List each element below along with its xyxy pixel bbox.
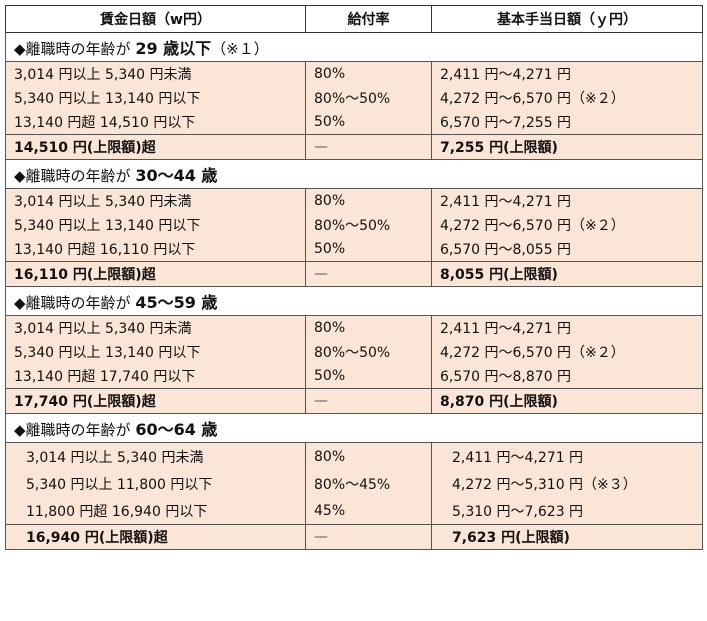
rate-cell: 80% bbox=[305, 442, 432, 470]
rate-cell: 50% bbox=[305, 237, 432, 262]
rate-cap-cell: — bbox=[305, 134, 432, 160]
cap-row: 16,940 円(上限額)超 — 7,623 円(上限額) bbox=[5, 524, 703, 550]
rate-cell: 50% bbox=[305, 110, 432, 135]
group-30-44: ◆離職時の年齢が 30～44 歳 3,014 円以上 5,340 円未満 80%… bbox=[5, 159, 703, 287]
section-heading: ◆離職時の年齢が 45～59 歳 bbox=[5, 286, 703, 316]
table-row: 3,014 円以上 5,340 円未満 80% 2,411 円～4,271 円 bbox=[5, 61, 703, 86]
rate-cell: 50% bbox=[305, 364, 432, 389]
header-rate: 給付率 bbox=[305, 5, 432, 33]
rate-cell: 80%～50% bbox=[305, 213, 432, 237]
table-row: 11,800 円超 16,940 円以下 45% 5,310 円～7,623 円 bbox=[5, 497, 703, 525]
section-age: 30～44 歳 bbox=[135, 166, 218, 185]
rate-cell: 45% bbox=[305, 497, 432, 525]
rate-cell: 80%～50% bbox=[305, 340, 432, 364]
wage-cap-cell: 14,510 円(上限額)超 bbox=[5, 134, 306, 160]
table-row: 13,140 円超 17,740 円以下 50% 6,570 円～8,870 円 bbox=[5, 364, 703, 389]
basic-cap-cell: 8,870 円(上限額) bbox=[431, 388, 703, 414]
basic-cell: 2,411 円～4,271 円 bbox=[431, 315, 703, 340]
wage-cell: 5,340 円以上 11,800 円以下 bbox=[5, 470, 306, 497]
wage-cap-cell: 17,740 円(上限額)超 bbox=[5, 388, 306, 414]
section-age: 29 歳以下 bbox=[135, 39, 212, 58]
wage-cell: 5,340 円以上 13,140 円以下 bbox=[5, 213, 306, 237]
section-heading: ◆離職時の年齢が 29 歳以下（※１） bbox=[5, 32, 703, 62]
header-wage: 賃金日額（w円） bbox=[5, 5, 306, 33]
rate-cell: 80% bbox=[305, 61, 432, 86]
section-prefix: ◆離職時の年齢が bbox=[14, 167, 131, 185]
basic-cap-cell: 7,255 円(上限額) bbox=[431, 134, 703, 160]
basic-cell: 6,570 円～7,255 円 bbox=[431, 110, 703, 135]
wage-cell: 3,014 円以上 5,340 円未満 bbox=[5, 188, 306, 213]
group-45-59: ◆離職時の年齢が 45～59 歳 3,014 円以上 5,340 円未満 80%… bbox=[5, 286, 703, 414]
rate-cell: 80% bbox=[305, 188, 432, 213]
header-basic: 基本手当日額（ｙ円） bbox=[431, 5, 703, 33]
section-prefix: ◆離職時の年齢が bbox=[14, 421, 131, 439]
basic-cell: 6,570 円～8,870 円 bbox=[431, 364, 703, 389]
basic-cell: 4,272 円～6,570 円（※２） bbox=[431, 340, 703, 364]
basic-cell: 2,411 円～4,271 円 bbox=[431, 61, 703, 86]
cap-row: 14,510 円(上限額)超 — 7,255 円(上限額) bbox=[5, 134, 703, 160]
group-60-64: ◆離職時の年齢が 60～64 歳 3,014 円以上 5,340 円未満 80%… bbox=[5, 413, 703, 550]
wage-cell: 5,340 円以上 13,140 円以下 bbox=[5, 86, 306, 110]
group-under-29: ◆離職時の年齢が 29 歳以下（※１） 3,014 円以上 5,340 円未満 … bbox=[5, 32, 703, 160]
section-prefix: ◆離職時の年齢が bbox=[14, 40, 131, 58]
table-row: 3,014 円以上 5,340 円未満 80% 2,411 円～4,271 円 bbox=[5, 315, 703, 340]
wage-cell: 5,340 円以上 13,140 円以下 bbox=[5, 340, 306, 364]
table-row: 5,340 円以上 11,800 円以下 80%～45% 4,272 円～5,3… bbox=[5, 470, 703, 497]
basic-cell: 2,411 円～4,271 円 bbox=[431, 442, 703, 470]
rate-cap-cell: — bbox=[305, 524, 432, 550]
basic-cap-cell: 8,055 円(上限額) bbox=[431, 261, 703, 287]
wage-cell: 13,140 円超 17,740 円以下 bbox=[5, 364, 306, 389]
benefit-table: 賃金日額（w円） 給付率 基本手当日額（ｙ円） ◆離職時の年齢が 29 歳以下（… bbox=[5, 5, 703, 550]
header-row: 賃金日額（w円） 給付率 基本手当日額（ｙ円） bbox=[5, 5, 703, 33]
wage-cell: 3,014 円以上 5,340 円未満 bbox=[5, 61, 306, 86]
rate-cap-cell: — bbox=[305, 388, 432, 414]
cap-row: 16,110 円(上限額)超 — 8,055 円(上限額) bbox=[5, 261, 703, 287]
wage-cell: 3,014 円以上 5,340 円未満 bbox=[5, 442, 306, 470]
basic-cell: 2,411 円～4,271 円 bbox=[431, 188, 703, 213]
table-row: 3,014 円以上 5,340 円未満 80% 2,411 円～4,271 円 bbox=[5, 188, 703, 213]
basic-cell: 4,272 円～5,310 円（※３） bbox=[431, 470, 703, 497]
section-heading: ◆離職時の年齢が 60～64 歳 bbox=[5, 413, 703, 443]
table-row: 5,340 円以上 13,140 円以下 80%～50% 4,272 円～6,5… bbox=[5, 86, 703, 110]
table-row: 13,140 円超 16,110 円以下 50% 6,570 円～8,055 円 bbox=[5, 237, 703, 262]
table-row: 3,014 円以上 5,340 円未満 80% 2,411 円～4,271 円 bbox=[5, 442, 703, 470]
table-row: 5,340 円以上 13,140 円以下 80%～50% 4,272 円～6,5… bbox=[5, 213, 703, 237]
table-row: 13,140 円超 14,510 円以下 50% 6,570 円～7,255 円 bbox=[5, 110, 703, 135]
wage-cell: 13,140 円超 14,510 円以下 bbox=[5, 110, 306, 135]
basic-cell: 5,310 円～7,623 円 bbox=[431, 497, 703, 525]
wage-cap-cell: 16,940 円(上限額)超 bbox=[5, 524, 306, 550]
cap-row: 17,740 円(上限額)超 — 8,870 円(上限額) bbox=[5, 388, 703, 414]
section-heading: ◆離職時の年齢が 30～44 歳 bbox=[5, 159, 703, 189]
basic-cap-cell: 7,623 円(上限額) bbox=[431, 524, 703, 550]
wage-cell: 11,800 円超 16,940 円以下 bbox=[5, 497, 306, 525]
basic-cell: 4,272 円～6,570 円（※２） bbox=[431, 86, 703, 110]
rate-cap-cell: — bbox=[305, 261, 432, 287]
section-note: （※１） bbox=[211, 40, 269, 58]
rate-cell: 80%～50% bbox=[305, 86, 432, 110]
wage-cell: 13,140 円超 16,110 円以下 bbox=[5, 237, 306, 262]
section-prefix: ◆離職時の年齢が bbox=[14, 294, 131, 312]
table-row: 5,340 円以上 13,140 円以下 80%～50% 4,272 円～6,5… bbox=[5, 340, 703, 364]
rate-cell: 80%～45% bbox=[305, 470, 432, 497]
basic-cell: 4,272 円～6,570 円（※２） bbox=[431, 213, 703, 237]
section-age: 60～64 歳 bbox=[135, 420, 218, 439]
rate-cell: 80% bbox=[305, 315, 432, 340]
basic-cell: 6,570 円～8,055 円 bbox=[431, 237, 703, 262]
wage-cap-cell: 16,110 円(上限額)超 bbox=[5, 261, 306, 287]
wage-cell: 3,014 円以上 5,340 円未満 bbox=[5, 315, 306, 340]
section-age: 45～59 歳 bbox=[135, 293, 218, 312]
